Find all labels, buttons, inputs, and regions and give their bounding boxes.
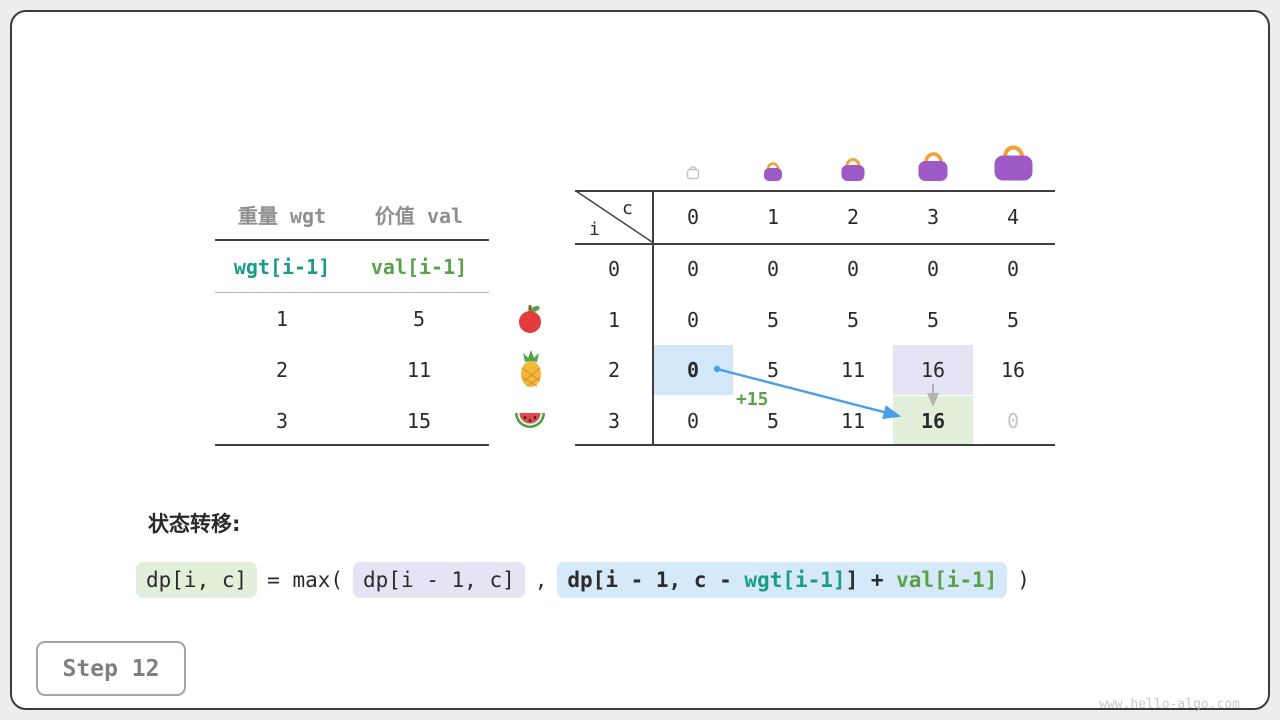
dp-col-header-0: 0 [686, 205, 700, 229]
dp-corner-col-label: c [622, 198, 633, 219]
dp-col-header-4: 4 [1006, 205, 1020, 229]
dp-cell-r1-c4: 5 [1006, 308, 1020, 332]
items-table-bottom-rule [215, 444, 489, 446]
dp-cell-r2-c1: 5 [766, 358, 780, 382]
dp-row-header-0: 0 [607, 257, 621, 281]
item-row-1-wgt: 2 [275, 358, 289, 382]
dp-cell-r1-c0: 0 [686, 308, 700, 332]
dp-col-header-2: 2 [846, 205, 860, 229]
item-row-0-wgt: 1 [275, 307, 289, 331]
bag-small-icon [764, 162, 782, 181]
dp-cell-r3-c0: 0 [686, 409, 700, 433]
step-indicator: Step 12 [36, 641, 186, 696]
dp-row-header-3: 3 [607, 409, 621, 433]
transition-title: 状态转移: [148, 512, 241, 536]
item-row-0-val: 5 [412, 307, 426, 331]
items-table-header-rule [215, 239, 489, 241]
dp-cell-r3-c3: 16 [893, 396, 973, 446]
formula-arg2: dp[i - 1, c - wgt[i-1]] + val[i-1] [557, 562, 1008, 598]
dp-cell-r0-c2: 0 [846, 257, 860, 281]
items-header-value: 价值 val [374, 204, 464, 228]
dp-cell-r1-c2: 5 [846, 308, 860, 332]
formula-comma: , [534, 568, 548, 592]
item-row-2-wgt: 3 [275, 409, 289, 433]
dp-cell-r0-c4: 0 [1006, 257, 1020, 281]
dp-table-top-rule [575, 190, 1055, 192]
bag-large-icon [918, 152, 948, 181]
formula-lhs: dp[i, c] [136, 562, 258, 598]
dp-cell-r3-c4: 0 [1006, 409, 1020, 433]
formula-arg2-mid: ] + [845, 568, 897, 592]
dp-cell-r2-c4: 16 [1000, 358, 1026, 382]
bag-empty-icon [686, 166, 700, 180]
dp-col-header-3: 3 [926, 205, 940, 229]
bag-medium-icon [841, 158, 865, 181]
pineapple-icon [521, 350, 541, 387]
items-header-weight: 重量 wgt [237, 204, 327, 228]
bag-xlarge-icon [994, 145, 1033, 181]
dp-cell-r2-c2: 11 [840, 358, 866, 382]
transition-formula: dp[i, c] = max( dp[i - 1, c] , dp[i - 1,… [136, 562, 1030, 598]
dp-row-header-2: 2 [607, 358, 621, 382]
dp-table-bottom-rule [575, 444, 1055, 446]
items-table-mid-rule [215, 292, 489, 293]
dp-col-header-1: 1 [766, 205, 780, 229]
formula-arg2-wgt: wgt[i-1] [744, 568, 846, 592]
apple-icon [519, 305, 541, 333]
dp-cell-r2-c3: 16 [893, 345, 973, 395]
dp-cell-r3-c2: 11 [840, 409, 866, 433]
formula-arg2-prefix: dp[i - 1, c - [567, 568, 745, 592]
formula-arg1: dp[i - 1, c] [353, 562, 525, 598]
formula-equals-max: = max( [267, 568, 344, 592]
items-formula-wgt: wgt[i-1] [233, 255, 331, 279]
item-row-2-val: 15 [406, 409, 432, 433]
dp-cell-r2-c0: 0 [653, 345, 733, 395]
dp-table-header-rule [575, 243, 1055, 245]
dp-table-vertical-rule [652, 190, 654, 446]
dp-row-header-1: 1 [607, 308, 621, 332]
dp-cell-r0-c0: 0 [686, 257, 700, 281]
dp-cell-r0-c3: 0 [926, 257, 940, 281]
formula-close-paren: ) [1017, 568, 1030, 592]
value-gain-annotation: +15 [736, 389, 769, 410]
dp-cell-r1-c3: 5 [926, 308, 940, 332]
site-watermark: www.hello-algo.com [1099, 697, 1240, 712]
dp-cell-r0-c1: 0 [766, 257, 780, 281]
dp-cell-r1-c1: 5 [766, 308, 780, 332]
watermelon-icon [515, 413, 545, 428]
items-formula-val: val[i-1] [370, 255, 468, 279]
dp-corner-row-label: i [589, 219, 600, 240]
formula-arg2-val: val[i-1] [896, 568, 998, 592]
item-row-1-val: 11 [406, 358, 432, 382]
